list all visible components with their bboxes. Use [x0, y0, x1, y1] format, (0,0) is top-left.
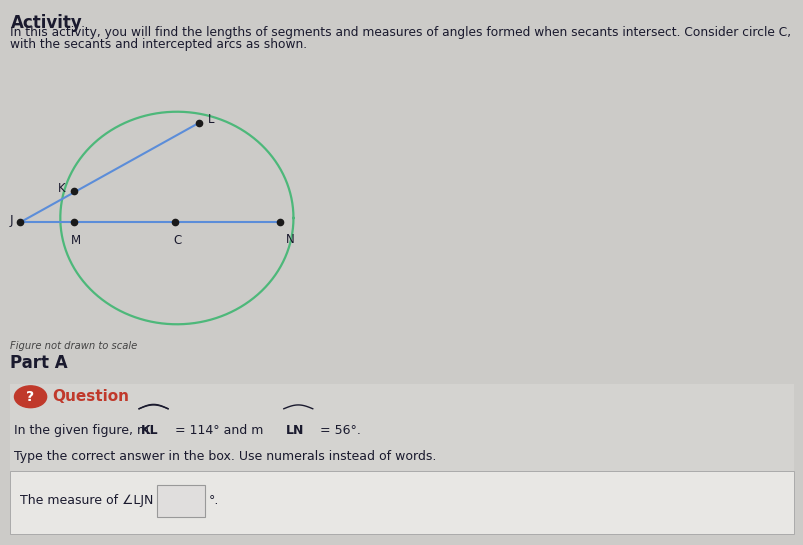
Text: L: L	[207, 113, 214, 126]
Text: K: K	[59, 181, 66, 195]
Text: ?: ?	[26, 390, 35, 404]
Circle shape	[14, 386, 47, 408]
FancyBboxPatch shape	[10, 384, 793, 534]
Text: KL: KL	[141, 424, 158, 437]
Text: The measure of ∠LJN =: The measure of ∠LJN =	[20, 494, 168, 507]
Text: M: M	[71, 234, 80, 247]
Text: In this activity, you will find the lengths of segments and measures of angles f: In this activity, you will find the leng…	[10, 26, 791, 39]
Text: In the given figure, m: In the given figure, m	[14, 424, 153, 437]
FancyBboxPatch shape	[157, 485, 205, 517]
Text: Type the correct answer in the box. Use numerals instead of words.: Type the correct answer in the box. Use …	[14, 450, 436, 463]
Text: C: C	[173, 234, 181, 247]
FancyBboxPatch shape	[10, 471, 793, 534]
Text: = 56°.: = 56°.	[312, 424, 361, 437]
Text: = 114° and m: = 114° and m	[167, 424, 267, 437]
Text: N: N	[286, 233, 295, 246]
Text: Activity: Activity	[10, 14, 82, 32]
Text: Figure not drawn to scale: Figure not drawn to scale	[10, 341, 137, 350]
Text: Part A: Part A	[10, 354, 68, 372]
Text: J: J	[10, 214, 14, 227]
Text: Question: Question	[52, 389, 129, 404]
Text: with the secants and intercepted arcs as shown.: with the secants and intercepted arcs as…	[10, 38, 308, 51]
Text: LN: LN	[285, 424, 304, 437]
Text: °.: °.	[209, 494, 219, 507]
